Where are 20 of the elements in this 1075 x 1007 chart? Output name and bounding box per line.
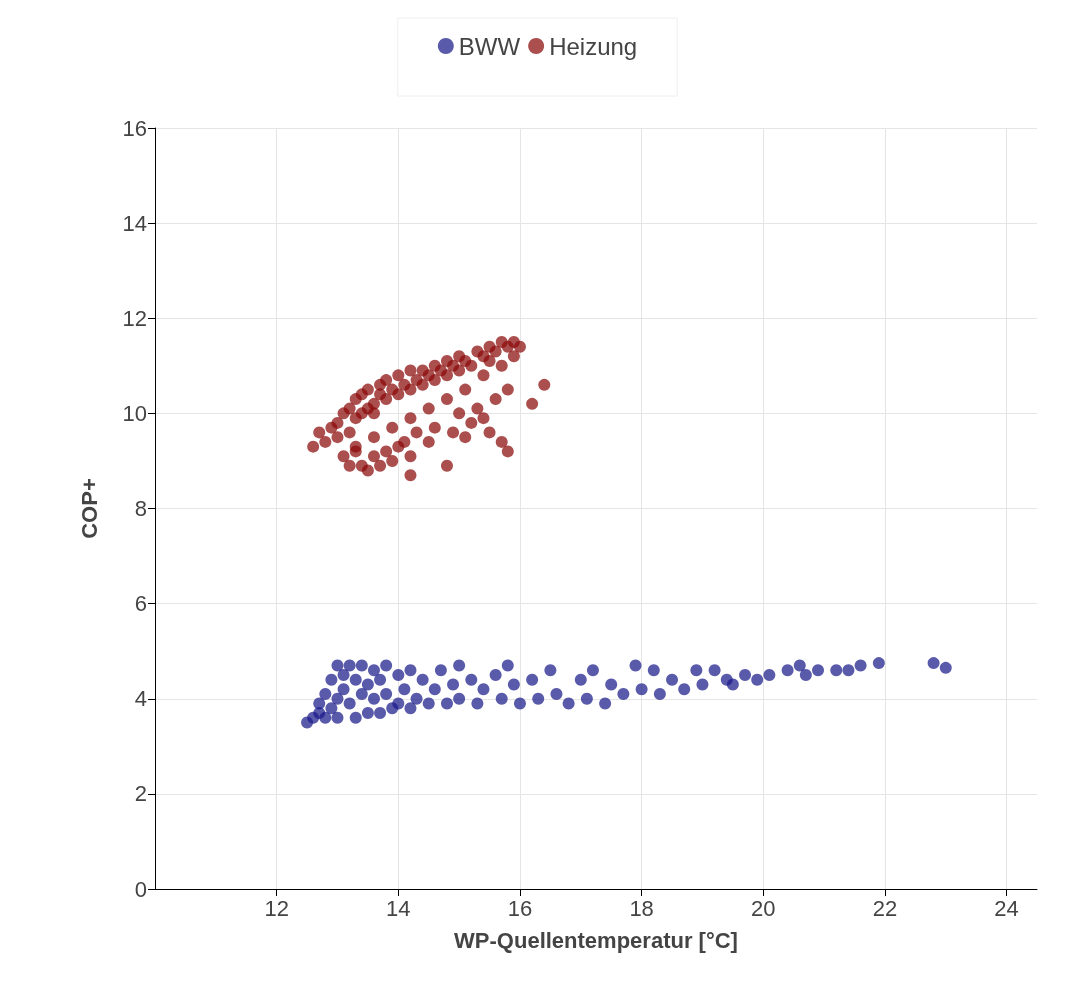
y-tick-label: 16 — [122, 115, 147, 141]
y-tick-label: 0 — [134, 876, 147, 902]
x-tick-label: 18 — [629, 895, 654, 921]
x-tick-label: 16 — [507, 895, 533, 921]
y-tick-label: 6 — [134, 591, 147, 617]
x-tick-label: 24 — [994, 895, 1019, 921]
x-tick-label: 14 — [386, 895, 411, 921]
y-tick-label: 10 — [122, 400, 147, 426]
legend-label: BWW — [458, 32, 521, 60]
y-tick-label: 12 — [122, 305, 147, 331]
y-tick-label: 8 — [134, 496, 147, 521]
y-tick-label: 4 — [134, 686, 147, 712]
x-axis-title: WP-Quellentemperatur [°C] — [454, 927, 738, 953]
x-tick-label: 20 — [751, 895, 776, 921]
y-tick-label: 14 — [122, 210, 147, 236]
x-tick-label: 12 — [264, 895, 289, 921]
y-axis-title: COP+ — [76, 478, 102, 539]
x-tick-label: 22 — [872, 895, 898, 921]
legend-label: Heizung — [549, 32, 638, 60]
y-tick-label: 2 — [134, 781, 147, 807]
